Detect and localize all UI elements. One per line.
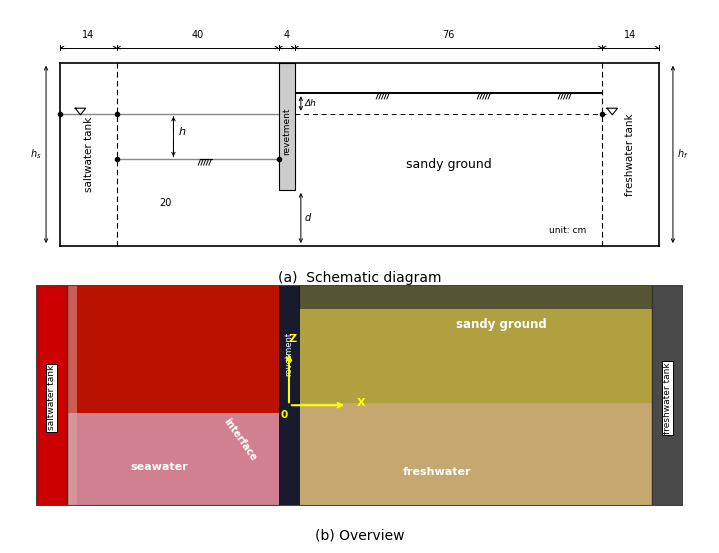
Text: freshwater tank: freshwater tank [626, 113, 636, 196]
Text: (a)  Schematic diagram: (a) Schematic diagram [278, 271, 441, 285]
Text: 20: 20 [159, 198, 172, 208]
Bar [298, 285, 660, 403]
Text: revetment: revetment [285, 332, 293, 375]
Text: freshwater tank: freshwater tank [663, 362, 672, 434]
Text: saltwater tank: saltwater tank [83, 117, 93, 192]
Text: 14: 14 [83, 30, 95, 40]
Text: d: d [305, 213, 311, 223]
Text: freshwater: freshwater [403, 467, 472, 477]
Bar [65, 285, 292, 418]
Text: revetment: revetment [282, 108, 291, 155]
Text: 0: 0 [280, 410, 288, 420]
Text: 76: 76 [442, 30, 454, 40]
Bar [65, 413, 292, 506]
Text: 14: 14 [624, 30, 636, 40]
Bar [279, 285, 299, 506]
Text: Δh: Δh [305, 99, 317, 108]
Bar [298, 403, 660, 506]
Bar [36, 285, 67, 506]
Bar [652, 285, 683, 506]
Text: 4: 4 [283, 30, 290, 40]
Text: Z: Z [288, 334, 296, 344]
Text: unit: cm: unit: cm [549, 226, 586, 235]
Bar [298, 285, 660, 309]
Text: (b) Overview: (b) Overview [315, 528, 404, 542]
Text: $h_s$: $h_s$ [30, 148, 42, 161]
Text: seawater: seawater [130, 462, 188, 472]
Text: saltwater tank: saltwater tank [47, 365, 56, 430]
Text: 40: 40 [191, 30, 204, 40]
Text: $h_f$: $h_f$ [677, 148, 688, 161]
Bar [279, 63, 295, 190]
Text: sandy ground: sandy ground [457, 317, 547, 331]
Text: h: h [178, 127, 186, 137]
Text: sandy ground: sandy ground [406, 158, 491, 171]
Text: interface: interface [221, 416, 258, 463]
Text: X: X [357, 398, 365, 408]
Bar [65, 285, 77, 506]
